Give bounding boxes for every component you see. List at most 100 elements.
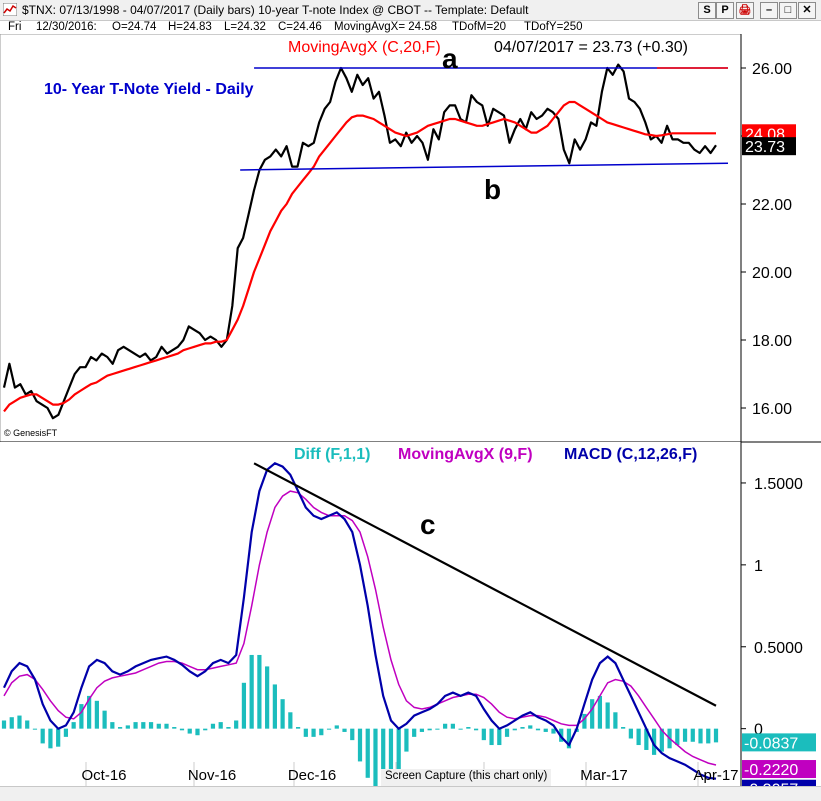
price-layer: 16.0018.0020.0022.0024.0026.00ab24.0823.… xyxy=(2,43,796,420)
diff-histogram-bar xyxy=(249,654,254,729)
diff-histogram-bar xyxy=(590,699,595,729)
macd-line xyxy=(3,462,717,780)
diff-histogram-bar xyxy=(187,728,192,734)
maximize-button[interactable]: □ xyxy=(779,2,797,19)
diff-histogram-bar xyxy=(265,666,270,729)
diff-histogram-bar xyxy=(481,728,486,741)
diff-histogram-bar xyxy=(32,728,38,730)
x-tick-label: Mar-17 xyxy=(580,767,628,784)
trendline-label-b: b xyxy=(484,174,501,205)
diff-histogram-bar xyxy=(234,720,239,729)
macd-last-value-tag xyxy=(742,779,816,786)
diff-histogram-bar xyxy=(675,728,680,746)
diff-histogram-bar xyxy=(713,728,719,743)
info-tdofm: TDofM=20 xyxy=(452,21,507,33)
price-readout: 04/07/2017 = 23.73 (+0.30) xyxy=(494,39,688,56)
horizontal-scrollbar[interactable] xyxy=(0,786,821,801)
diff-histogram-bar xyxy=(311,728,316,737)
app-icon xyxy=(3,3,17,16)
diff-histogram-bar xyxy=(651,728,657,755)
trendline-label-c: c xyxy=(420,509,436,540)
info-day: Fri xyxy=(8,21,22,33)
diff-histogram-bar xyxy=(79,704,84,729)
diff-histogram-bar xyxy=(706,728,711,744)
trendline-b xyxy=(240,162,729,171)
diff-histogram-bar xyxy=(528,725,533,729)
moving-average-line xyxy=(3,100,716,413)
diff-histogram-bar xyxy=(210,723,216,729)
info-close: C=24.46 xyxy=(278,21,322,33)
diff-histogram-bar xyxy=(288,712,293,729)
diff-histogram-bar xyxy=(133,722,138,729)
diff-histogram-bar xyxy=(280,699,285,729)
diff-histogram-bar xyxy=(458,728,463,730)
diff-histogram-bar xyxy=(357,728,363,762)
price-tick-label: 16.00 xyxy=(752,401,792,418)
diff-histogram-bar xyxy=(272,684,277,729)
macd-last-value-tag xyxy=(742,733,816,752)
diff-histogram-bar xyxy=(195,728,200,736)
diff-histogram-bar xyxy=(621,727,626,729)
info-date: 12/30/2016: xyxy=(36,21,97,33)
window-title: $TNX: 07/13/1998 - 04/07/2017 (Daily bar… xyxy=(22,3,529,17)
diff-histogram-bar xyxy=(63,728,69,737)
price-tick-label: 26.00 xyxy=(752,61,792,78)
s-button[interactable]: S xyxy=(698,2,716,19)
diff-histogram-bar xyxy=(117,727,123,729)
diff-histogram-bar xyxy=(125,725,130,729)
diff-histogram-bar xyxy=(682,728,688,742)
diff-histogram-bar xyxy=(334,725,339,729)
diff-histogram-bar xyxy=(303,728,308,737)
x-tick-label: Dec-16 xyxy=(288,767,336,784)
diff-histogram-bar xyxy=(443,723,448,729)
macd-panel-bg xyxy=(0,442,741,786)
diff-histogram-bar xyxy=(164,723,169,729)
diff-histogram-bar xyxy=(295,727,301,729)
price-panel-bg xyxy=(0,34,742,443)
signal-legend: MovingAvgX (9,F) xyxy=(398,446,533,463)
diff-histogram-bar xyxy=(435,728,440,730)
title-bar: $TNX: 07/13/1998 - 04/07/2017 (Daily bar… xyxy=(0,0,821,21)
print-button[interactable]: 🖨 xyxy=(736,2,754,19)
diff-histogram-bar xyxy=(659,728,664,752)
diff-histogram-bar xyxy=(396,728,401,773)
diff-histogram-bar xyxy=(141,722,146,729)
x-tick-label: Apr-17 xyxy=(693,767,738,784)
diff-histogram-bar xyxy=(110,722,115,729)
diff-histogram-bar xyxy=(551,728,556,734)
diff-histogram-bar xyxy=(241,682,247,729)
diff-histogram-bar xyxy=(71,722,76,729)
diff-histogram-bar xyxy=(419,728,425,732)
diff-histogram-bar xyxy=(512,728,517,731)
p-button[interactable]: P xyxy=(716,2,734,19)
info-high: H=24.83 xyxy=(168,21,212,33)
close-button[interactable]: ✕ xyxy=(798,2,816,19)
price-info-bar: Fri 12/30/2016: O=24.74 H=24.83 L=24.32 … xyxy=(0,20,821,34)
diff-histogram-bar xyxy=(605,702,610,729)
diff-histogram-bar xyxy=(489,728,494,746)
diff-histogram-bar xyxy=(388,728,394,786)
signal-line xyxy=(3,490,717,766)
diff-histogram-bar xyxy=(319,728,324,736)
minimize-button[interactable]: – xyxy=(760,2,778,19)
diff-histogram-bar xyxy=(497,728,502,746)
diff-histogram-bar xyxy=(504,728,510,737)
info-low: L=24.32 xyxy=(224,21,266,33)
diff-histogram-bar xyxy=(40,728,45,744)
diff-histogram-bar xyxy=(566,728,572,749)
ma-indicator-label: MovingAvgX (C,20,F) xyxy=(288,39,441,56)
diff-histogram-bar xyxy=(25,720,30,729)
x-tick-label: Oct-16 xyxy=(81,767,126,784)
diff-histogram-bar xyxy=(412,728,417,737)
diff-histogram-bar xyxy=(203,728,208,731)
watermark: © GenesisFT xyxy=(4,428,58,438)
trendline-label-a: a xyxy=(442,43,458,74)
price-line xyxy=(2,63,717,420)
diff-histogram-bar xyxy=(373,728,378,786)
diff-histogram-bar xyxy=(690,728,695,742)
diff-histogram-bar xyxy=(535,728,541,731)
x-tick-label: Nov-16 xyxy=(188,767,236,784)
diff-histogram-bar xyxy=(381,728,386,786)
macd-last-value-text: -0.0837 xyxy=(744,735,798,752)
